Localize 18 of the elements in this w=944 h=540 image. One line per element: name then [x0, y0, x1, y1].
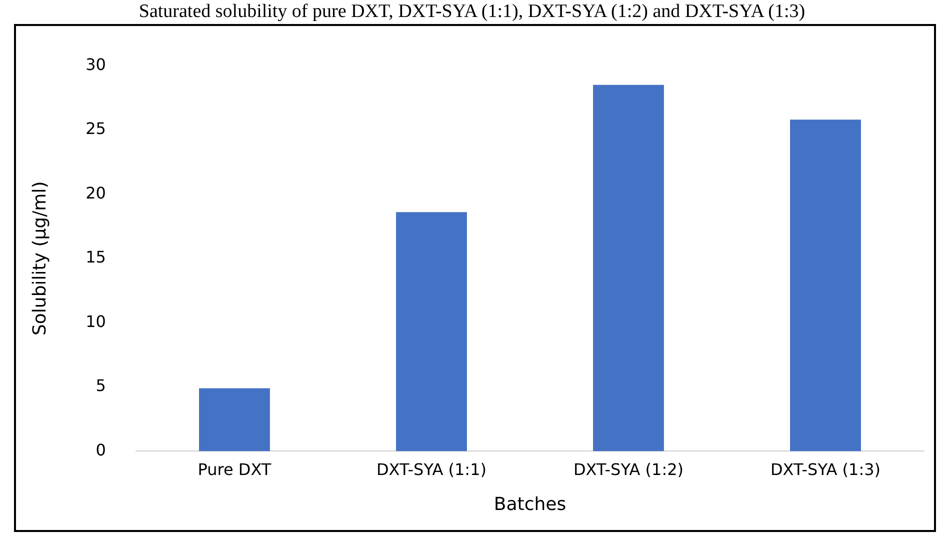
x-tick-label: DXT-SYA (1:1) — [376, 460, 486, 479]
bar — [790, 120, 861, 452]
x-tick-label: DXT-SYA (1:2) — [573, 460, 684, 479]
y-tick-label: 20 — [86, 183, 106, 202]
y-tick-label: 0 — [96, 440, 106, 460]
x-tick-label: Pure DXT — [198, 460, 272, 479]
y-tick-label: 10 — [86, 312, 106, 331]
x-tick-label: DXT-SYA (1:3) — [770, 460, 881, 479]
y-axis-title: Solubility (µg/ml) — [29, 181, 50, 336]
bar — [199, 388, 270, 452]
y-tick-label: 5 — [96, 376, 106, 396]
y-tick-label: 30 — [86, 54, 106, 74]
bar — [396, 212, 467, 452]
x-axis-title: Batches — [494, 494, 566, 515]
y-tick-label: 15 — [86, 248, 106, 267]
bar — [593, 84, 664, 452]
y-tick-label: 25 — [86, 119, 106, 138]
chart-title: Saturated solubility of pure DXT, DXT-SYA (1:1), DXT-SYA (1:2) and DXT-SYA (1:3) — [138, 0, 806, 24]
